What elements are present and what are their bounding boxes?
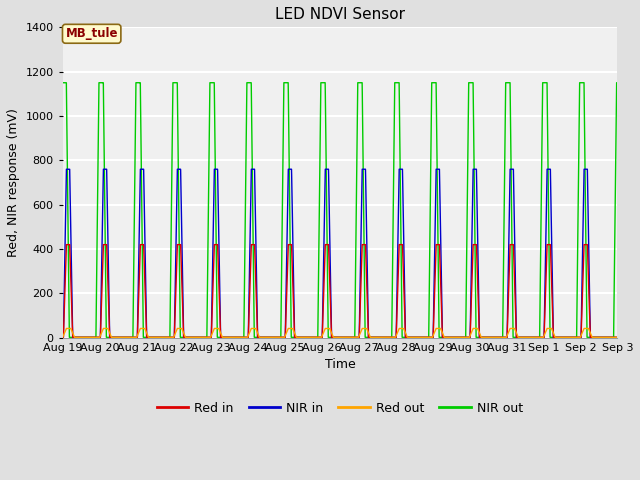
X-axis label: Time: Time <box>324 358 355 371</box>
Legend: Red in, NIR in, Red out, NIR out: Red in, NIR in, Red out, NIR out <box>152 397 528 420</box>
Text: MB_tule: MB_tule <box>65 27 118 40</box>
Y-axis label: Red, NIR response (mV): Red, NIR response (mV) <box>7 108 20 257</box>
Title: LED NDVI Sensor: LED NDVI Sensor <box>275 7 405 22</box>
